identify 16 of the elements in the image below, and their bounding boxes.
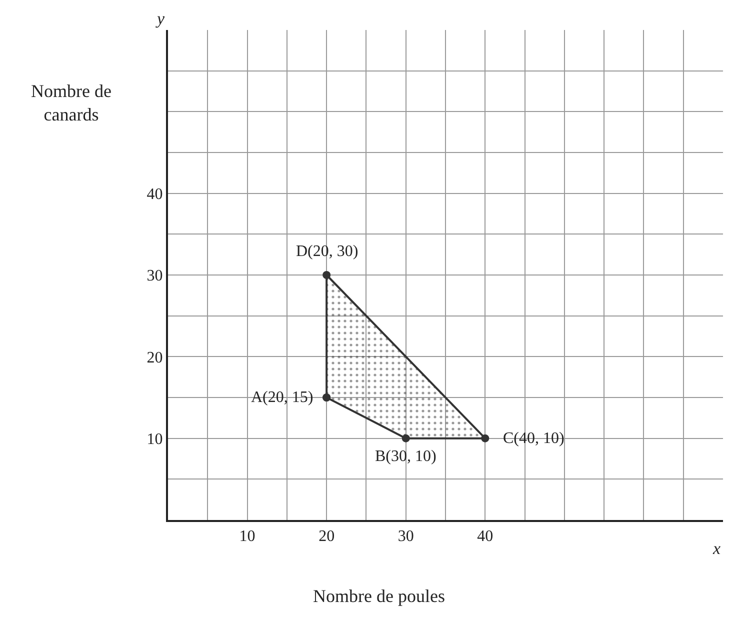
x-tick-label: 20 <box>318 528 335 546</box>
y-tick-label: 20 <box>146 349 163 366</box>
y-axis-title: Nombre de canards <box>31 81 112 124</box>
x-axis-title: Nombre de poules <box>313 586 445 606</box>
annotation: B(30, 10) <box>375 448 436 465</box>
x-tick-label: 40 <box>477 528 494 546</box>
annotation: A(20, 15) <box>251 389 314 406</box>
annotation: C(40, 10) <box>503 430 564 447</box>
annotation: D(20, 30) <box>296 243 358 260</box>
y-tick-label: 40 <box>146 186 163 203</box>
x-tick-label: 30 <box>398 528 414 546</box>
text: y <box>155 9 165 28</box>
x-tick-label: 10 <box>239 528 256 546</box>
y-tick-label: 30 <box>146 268 163 285</box>
text: x <box>712 539 721 558</box>
y-tick-label: 10 <box>146 430 163 448</box>
